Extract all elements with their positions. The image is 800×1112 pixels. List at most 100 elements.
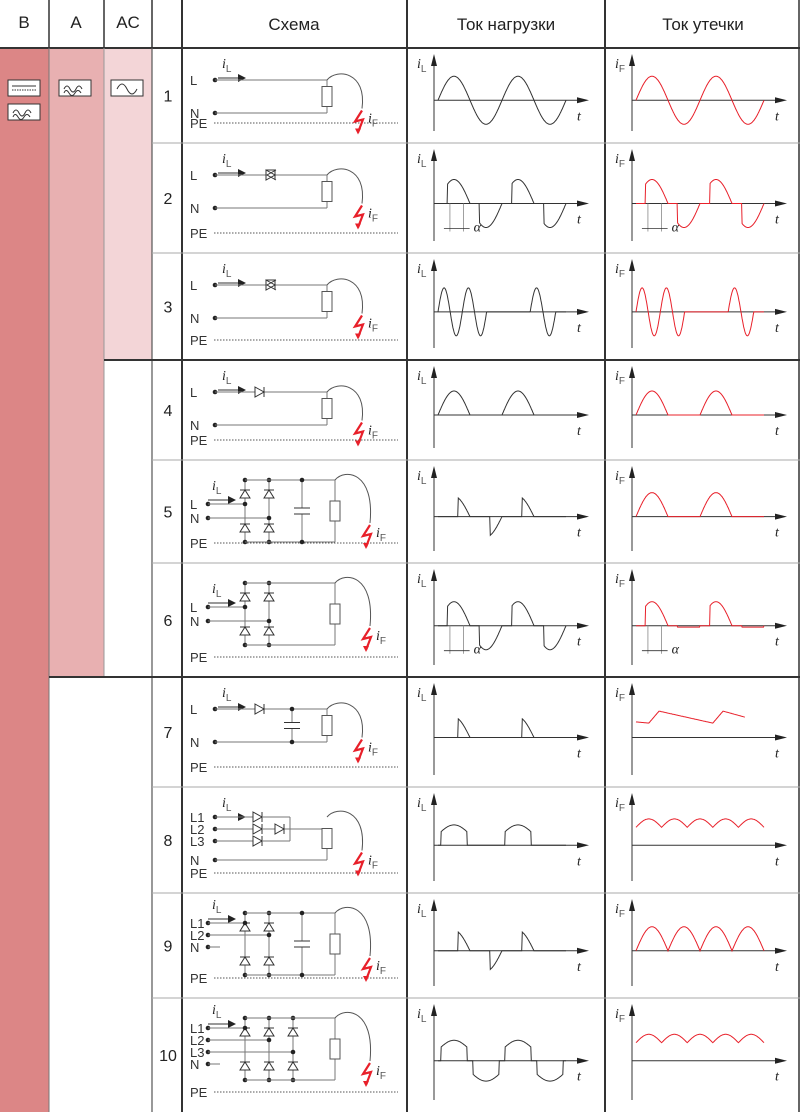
leak-current-waveform <box>635 818 765 829</box>
axis-symbol: i <box>615 262 619 277</box>
class-ac-band <box>104 48 152 360</box>
t-axis-arrow-icon <box>577 947 589 954</box>
input-terminal-label: L <box>190 497 197 512</box>
fault-current-label: iF <box>368 207 378 225</box>
fault-arrow-icon <box>355 757 361 764</box>
junction-dot <box>289 706 295 712</box>
load-resistor-icon <box>329 500 341 522</box>
pe-terminal-label: PE <box>190 226 208 241</box>
fault-current-label: iF <box>376 629 386 647</box>
time-axis-label: t <box>775 526 780 541</box>
junction-dot <box>242 604 248 610</box>
load-current-axis-label: iL <box>417 262 427 280</box>
leak-current-axis-label: iF <box>615 902 625 920</box>
axis-subscript: F <box>619 909 625 920</box>
axis-symbol: i <box>615 369 619 384</box>
leak-current-waveform <box>635 390 764 416</box>
axis-symbol: i <box>417 469 421 484</box>
axis-subscript: L <box>421 64 427 75</box>
input-terminal-label: L <box>190 168 197 183</box>
leak-current-waveform <box>635 287 764 337</box>
axis-subscript: L <box>421 269 427 280</box>
t-axis-arrow-icon <box>577 842 589 849</box>
leak-current-plot: iFt <box>615 683 787 775</box>
junction-dot <box>266 515 272 521</box>
t-axis-arrow-icon <box>775 97 787 104</box>
class-a-band <box>49 48 104 677</box>
y-axis-arrow-icon <box>629 793 635 805</box>
junction-dot <box>266 618 272 624</box>
y-axis-arrow-icon <box>629 899 635 911</box>
load-current-plot: iLt <box>417 1004 589 1100</box>
fault-arrow-icon <box>355 223 361 230</box>
leak-current-waveform <box>636 179 765 228</box>
load-current-label: iL <box>222 369 232 387</box>
load-current-waveform <box>438 601 567 651</box>
junction-dot <box>266 932 272 938</box>
axis-symbol: i <box>417 796 421 811</box>
input-terminal-label: L3 <box>190 834 204 849</box>
load-current-label: iL <box>212 582 222 600</box>
time-axis-label: t <box>577 321 582 336</box>
axis-subscript: L <box>421 909 427 920</box>
axis-subscript: L <box>421 159 427 170</box>
pe-terminal-label: PE <box>190 1085 208 1100</box>
y-axis-arrow-icon <box>629 259 635 271</box>
input-terminal-label: L <box>190 702 197 717</box>
pe-terminal-label: PE <box>190 433 208 448</box>
fault-arrow-icon <box>355 440 361 447</box>
fault-arrow-icon <box>363 646 369 652</box>
diode-icon <box>263 1061 275 1071</box>
time-axis-label: t <box>577 747 582 762</box>
load-current-plot: iLt <box>417 259 589 348</box>
axis-symbol: i <box>417 262 421 277</box>
header-scheme: Схема <box>268 15 320 34</box>
load-current-waveform <box>438 930 566 971</box>
row-number: 1 <box>164 89 173 106</box>
diode-icon <box>287 1061 299 1071</box>
diode-icon <box>263 956 275 966</box>
input-terminal-label: L2 <box>190 822 204 837</box>
row-number: 5 <box>164 505 173 522</box>
t-axis-arrow-icon <box>775 308 787 315</box>
capacitor-icon <box>283 722 301 729</box>
t-axis-arrow-icon <box>577 308 589 315</box>
fault-path <box>326 385 364 421</box>
fault-path <box>326 168 364 204</box>
load-resistor-icon <box>321 86 333 107</box>
diode-icon <box>263 489 275 499</box>
leak-current-plot: iFt <box>615 793 787 881</box>
diode-icon <box>263 922 275 932</box>
t-axis-arrow-icon <box>775 1057 787 1064</box>
y-axis-arrow-icon <box>431 259 437 271</box>
capacitor-icon <box>293 941 311 947</box>
time-axis-label: t <box>577 960 582 975</box>
junction-dot <box>242 501 248 507</box>
t-axis-arrow-icon <box>775 622 787 629</box>
axis-symbol: i <box>615 686 619 701</box>
load-current-axis-label: iL <box>417 152 427 170</box>
fault-path <box>326 702 364 738</box>
triac-icon <box>265 169 277 181</box>
load-current-label: iL <box>222 796 232 814</box>
fault-lightning-icon <box>352 421 365 445</box>
leak-current-axis-label: iF <box>615 796 625 814</box>
input-terminal-label: L1 <box>190 916 204 931</box>
time-axis-label: t <box>577 424 582 439</box>
fault-lightning-icon <box>360 1062 373 1086</box>
load-resistor-icon <box>329 933 341 955</box>
junction-dot <box>299 910 305 916</box>
fault-lightning-icon <box>352 738 365 762</box>
